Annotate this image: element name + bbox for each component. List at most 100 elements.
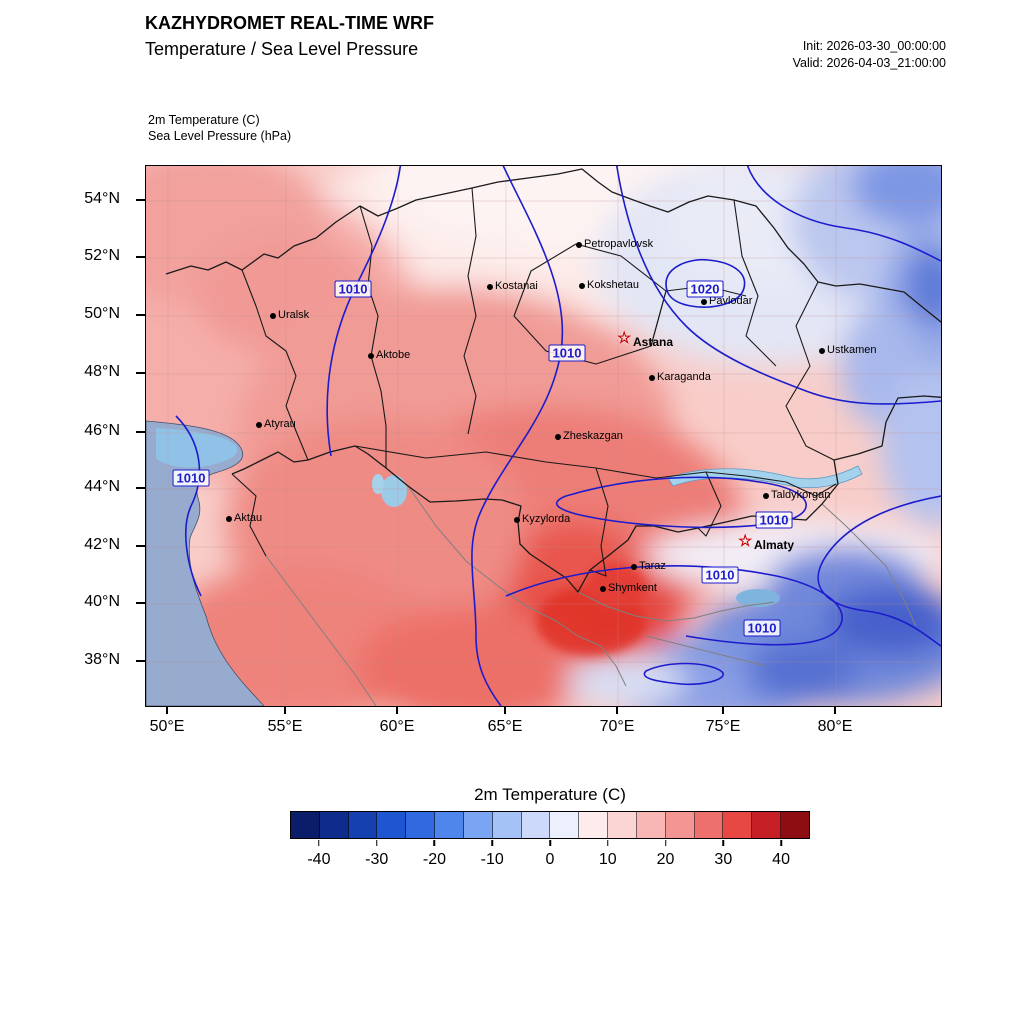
pressure-contour-label: 1010 — [755, 511, 793, 529]
colorbar-tick-label: -10 — [480, 851, 504, 868]
city-dot-icon — [631, 564, 637, 570]
city-label: Kokshetau — [587, 279, 639, 291]
colorbar-tick-mark — [491, 840, 493, 846]
colorbar-segment — [665, 812, 695, 838]
lat-tick-label: 48°N — [84, 363, 120, 380]
colorbar-tick-label: -20 — [422, 851, 447, 868]
model-run-info: Init: 2026-03-30_00:00:00 Valid: 2026-04… — [793, 38, 946, 72]
lat-tick-label: 40°N — [84, 593, 120, 610]
field-legend: 2m Temperature (C) Sea Level Pressure (h… — [148, 112, 291, 144]
colorbar-tick-label: -30 — [365, 851, 389, 868]
city-label: Taraz — [639, 560, 666, 572]
colorbar-segment — [492, 812, 522, 838]
aral-sea-west — [372, 474, 384, 494]
map-annotation-overlay: Petropavlovsk Kostanai Kokshetau Pavlodar Ur… — [146, 166, 941, 706]
city-dot-icon — [368, 353, 374, 359]
lon-tick-mark — [616, 706, 618, 714]
colorbar-segment — [521, 812, 551, 838]
colorbar-tick-mark — [549, 840, 551, 846]
city-dot-icon — [579, 283, 585, 289]
city-label: Atyrau — [264, 418, 296, 430]
lat-tick-mark — [136, 314, 145, 316]
lat-tick-label: 54°N — [84, 190, 120, 207]
city-label: Almaty — [754, 538, 795, 552]
city-label: Aktobe — [376, 349, 411, 361]
lon-tick-mark — [834, 706, 836, 714]
pressure-contour-label: 1010 — [743, 619, 781, 637]
city-label: Aktau — [234, 512, 263, 524]
lat-tick-label: 42°N — [84, 536, 120, 553]
lon-tick-mark — [166, 706, 168, 714]
city-dot-icon — [270, 313, 276, 319]
lon-tick-mark — [722, 706, 724, 714]
colorbar-segment — [348, 812, 378, 838]
city-label: Pavlodar — [709, 295, 753, 307]
colorbar-tick-mark — [318, 840, 320, 846]
city-dot-icon — [555, 434, 561, 440]
city-label: Ustkamen — [827, 344, 877, 356]
lon-tick-label: 55°E — [267, 718, 303, 735]
city-dot-icon — [701, 299, 707, 305]
country-borders — [265, 485, 917, 706]
city-dot-icon — [226, 516, 232, 522]
pressure-contour-label: 1020 — [686, 280, 724, 298]
lake-balkhash — [667, 465, 863, 488]
city-label: Taldykorgan — [771, 489, 831, 501]
weather-map-canvas — [146, 166, 941, 706]
field-legend-temperature: 2m Temperature (C) — [148, 113, 260, 127]
product-title: KAZHYDROMET REAL-TIME WRF — [145, 13, 434, 33]
lat-tick-label: 52°N — [84, 247, 120, 264]
colorbar-segment — [319, 812, 349, 838]
aral-sea — [381, 475, 407, 507]
lat-tick-mark — [136, 431, 145, 433]
city-dot-icon — [649, 375, 655, 381]
lat-tick-label: 44°N — [84, 478, 120, 495]
lat-tick-mark — [136, 487, 145, 489]
colorbar-tick-label: 10 — [598, 851, 617, 868]
colorbar-segment — [636, 812, 666, 838]
city-dot-icon — [819, 348, 825, 354]
colorbar-segment — [694, 812, 724, 838]
city-label: Petropavlovsk — [584, 238, 654, 250]
city-label: Astana — [633, 335, 674, 349]
city-label: Zheskazgan — [563, 430, 623, 442]
lon-tick-label: 70°E — [599, 718, 635, 735]
lat-tick-mark — [136, 256, 145, 258]
lat-tick-mark — [136, 660, 145, 662]
colorbar-title: 2m Temperature (C) — [474, 785, 626, 804]
pressure-contour-label: 1010 — [172, 469, 210, 487]
colorbar-segment — [291, 812, 320, 838]
city-dot-icon — [576, 242, 582, 248]
colorbar-segment — [463, 812, 493, 838]
colorbar-segment — [550, 812, 580, 838]
city-label: Shymkent — [608, 582, 657, 594]
lat-tick-label: 38°N — [84, 651, 120, 668]
pressure-contour-label: 1010 — [334, 280, 372, 298]
colorbar — [290, 811, 810, 839]
colorbar-tick-label: 20 — [656, 851, 675, 868]
lon-tick-label: 80°E — [817, 718, 853, 735]
capital-star-icon: ☆ — [738, 533, 753, 550]
header-title-block: KAZHYDROMET REAL-TIME WRF Temperature / … — [145, 10, 434, 62]
colorbar-segment — [377, 812, 407, 838]
lon-tick-label: 65°E — [487, 718, 523, 735]
colorbar-segment — [723, 812, 753, 838]
map-area: Petropavlovsk Kostanai Kokshetau Pavlodar Ur… — [145, 165, 942, 707]
graticule — [146, 166, 941, 706]
colorbar-segment — [752, 812, 782, 838]
city-dot-icon — [514, 517, 520, 523]
init-time: Init: 2026-03-30_00:00:00 — [802, 39, 946, 53]
colorbar-segment — [579, 812, 609, 838]
colorbar-tick-label: 30 — [714, 851, 733, 868]
lon-tick-mark — [284, 706, 286, 714]
colorbar-tick-label: -40 — [307, 851, 331, 868]
city-label: Kyzylorda — [522, 513, 571, 525]
caspian-sea — [146, 420, 265, 706]
capital-star-icon: ☆ — [617, 330, 632, 347]
colorbar-tick-mark — [375, 840, 378, 846]
colorbar-segment — [781, 812, 809, 838]
lon-tick-label: 50°E — [149, 718, 185, 735]
lat-tick-label: 46°N — [84, 422, 120, 439]
lon-tick-mark — [396, 706, 398, 714]
